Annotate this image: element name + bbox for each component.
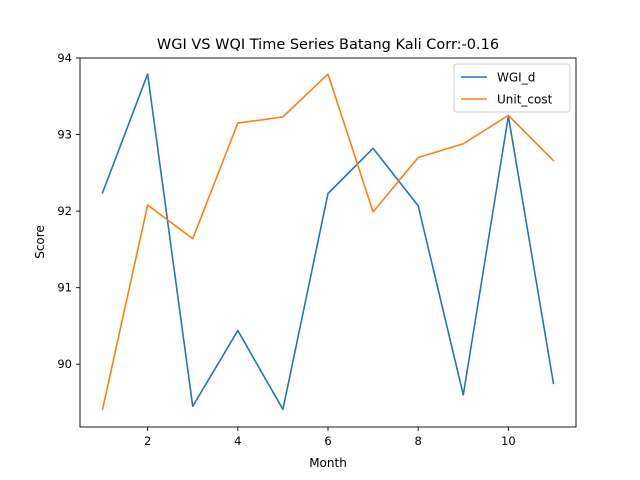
x-axis-label: Month bbox=[309, 456, 347, 470]
legend-label: WGI_d bbox=[497, 71, 535, 85]
plot-area bbox=[79, 57, 577, 428]
y-tick-label: 93 bbox=[57, 128, 72, 142]
x-axis: 2 4 6 8 10 bbox=[144, 427, 516, 448]
legend: WGI_d Unit_cost bbox=[453, 63, 571, 113]
x-tick-label: 8 bbox=[415, 434, 422, 448]
series-line-wgi-d bbox=[101, 73, 555, 411]
y-tick-label: 91 bbox=[57, 281, 72, 295]
x-tick-label: 10 bbox=[501, 434, 516, 448]
series-line-unit-cost bbox=[101, 73, 555, 411]
x-tick-label: 4 bbox=[234, 434, 241, 448]
y-axis: 90 91 92 93 94 bbox=[57, 51, 80, 371]
plot-frame bbox=[79, 57, 577, 428]
x-tick-label: 6 bbox=[324, 434, 331, 448]
x-tick-label: 2 bbox=[144, 434, 151, 448]
chart-title: WGI VS WQI Time Series Batang Kali Corr:… bbox=[157, 37, 499, 53]
y-axis-label: Score bbox=[33, 225, 47, 259]
legend-box bbox=[453, 63, 571, 113]
y-tick-label: 90 bbox=[57, 357, 72, 371]
legend-label: Unit_cost bbox=[497, 93, 553, 107]
y-tick-label: 94 bbox=[57, 51, 72, 65]
y-tick-label: 92 bbox=[57, 204, 72, 218]
